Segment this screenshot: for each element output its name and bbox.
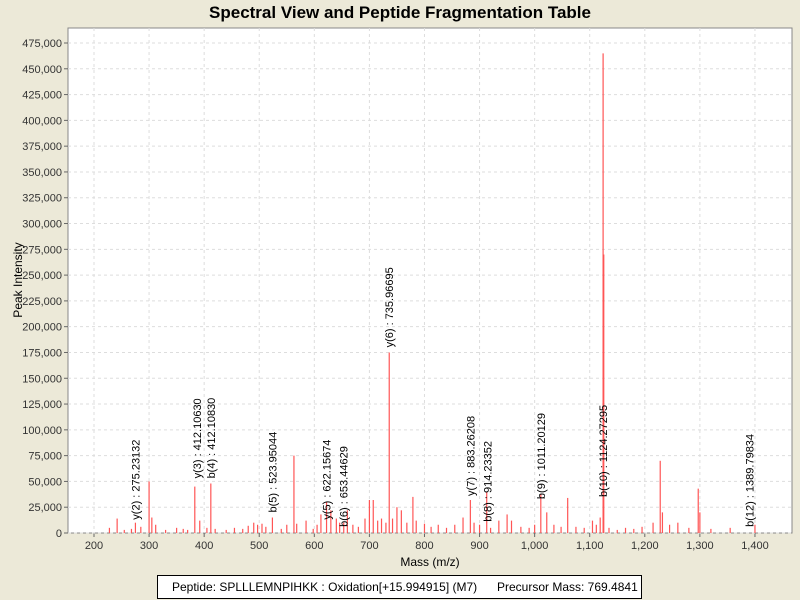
y-tick-label: 125,000 — [22, 399, 62, 411]
y-tick-label: 475,000 — [22, 38, 62, 50]
fragment-annotation: b(8) : 914.23352 — [482, 441, 494, 522]
x-tick-label: 300 — [140, 540, 158, 552]
fragment-annotation: b(10) : 1124.27295 — [598, 405, 610, 497]
y-tick-label: 225,000 — [22, 296, 62, 308]
y-tick-label: 100,000 — [22, 425, 62, 437]
y-tick-label: 175,000 — [22, 347, 62, 359]
fragment-annotation: y(7) : 883.26208 — [465, 416, 477, 496]
fragment-annotation: y(6) : 735.96695 — [384, 267, 396, 347]
fragment-annotation: b(9) : 1011.20129 — [536, 413, 548, 499]
x-tick-label: 200 — [85, 540, 103, 552]
precursor-mass-label: Precursor Mass: 769.4841 — [497, 580, 638, 594]
x-tick-label: 1,200 — [631, 540, 659, 552]
y-tick-label: 150,000 — [22, 373, 62, 385]
y-tick-label: 300,000 — [22, 219, 62, 231]
y-tick-label: 0 — [56, 528, 62, 540]
x-tick-label: 1,300 — [686, 540, 714, 552]
y-tick-label: 250,000 — [22, 270, 62, 282]
y-tick-label: 200,000 — [22, 322, 62, 334]
x-tick-label: 400 — [195, 540, 213, 552]
fragment-annotation: b(12) : 1389.79834 — [744, 434, 756, 527]
x-tick-label: 1,000 — [521, 540, 549, 552]
y-tick-label: 400,000 — [22, 115, 62, 127]
fragment-annotation: y(5) : 622.15674 — [322, 440, 334, 520]
y-tick-label: 450,000 — [22, 64, 62, 76]
fragment-annotation: y(2) : 275.23132 — [130, 440, 142, 520]
y-tick-label: 375,000 — [22, 141, 62, 153]
fragment-annotation: b(4) : 412.10830 — [206, 398, 218, 479]
chart-title: Spectral View and Peptide Fragmentation … — [209, 3, 591, 22]
y-tick-label: 275,000 — [22, 244, 62, 256]
fragment-annotation: y(3) : 412.10630 — [192, 398, 204, 478]
y-axis-label: Peak Intensity — [11, 242, 25, 317]
x-tick-label: 700 — [360, 540, 378, 552]
x-axis-label: Mass (m/z) — [400, 555, 459, 569]
y-tick-label: 325,000 — [22, 193, 62, 205]
x-tick-label: 500 — [250, 540, 268, 552]
x-tick-label: 600 — [305, 540, 323, 552]
x-tick-label: 900 — [470, 540, 488, 552]
x-tick-label: 800 — [415, 540, 433, 552]
y-tick-label: 25,000 — [28, 502, 62, 514]
peptide-label: Peptide: SPLLLEMNPIHKK : Oxidation[+15.9… — [172, 580, 478, 594]
y-tick-label: 425,000 — [22, 90, 62, 102]
peptide-info-box: Peptide: SPLLLEMNPIHKK : Oxidation[+15.9… — [157, 575, 642, 599]
x-tick-label: 1,400 — [741, 540, 769, 552]
fragment-annotation: b(5) : 523.95044 — [267, 432, 279, 513]
y-tick-label: 75,000 — [28, 451, 62, 463]
plot-area — [67, 27, 793, 534]
x-tick-label: 1,100 — [576, 540, 604, 552]
y-tick-label: 350,000 — [22, 167, 62, 179]
y-tick-label: 50,000 — [28, 476, 62, 488]
fragment-annotation: b(6) : 653.44629 — [339, 446, 351, 527]
